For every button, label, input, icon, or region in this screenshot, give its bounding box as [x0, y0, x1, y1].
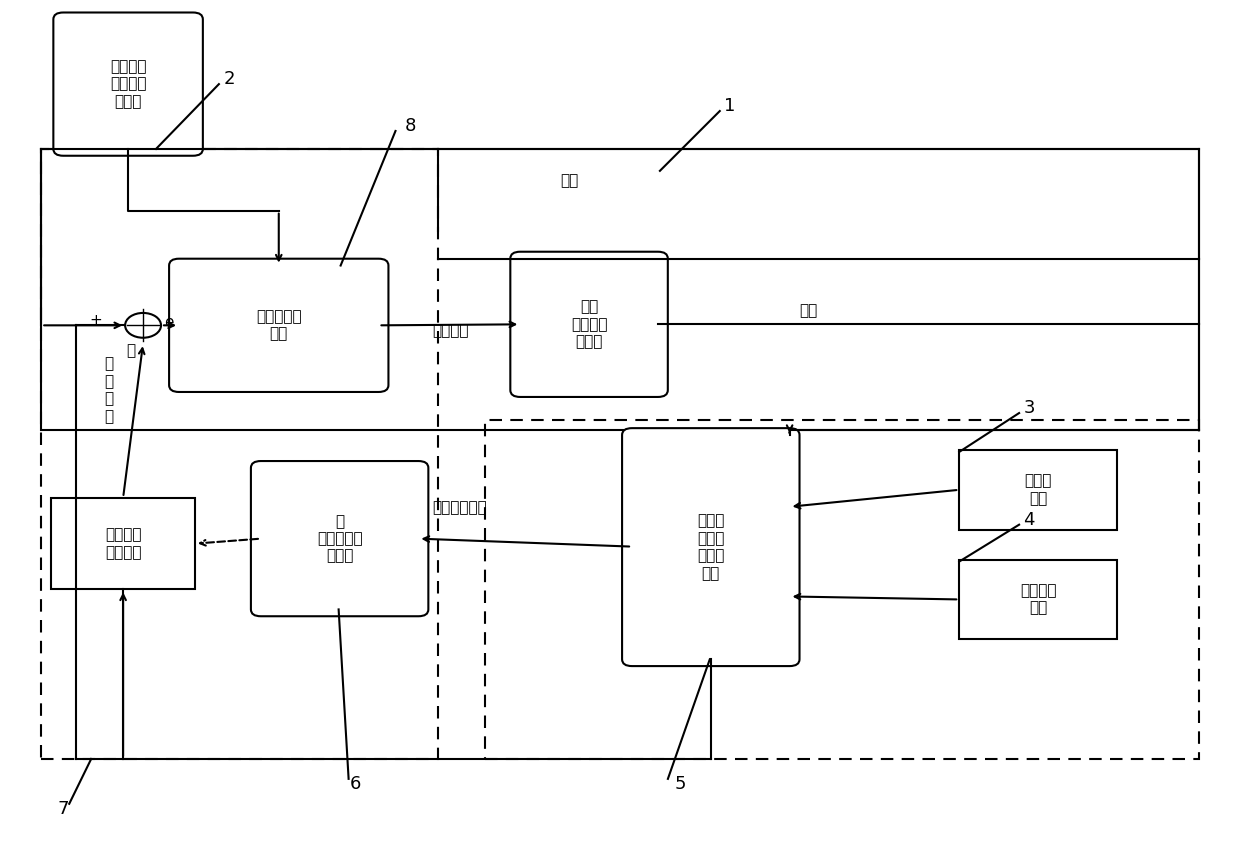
Bar: [41, 149, 439, 759]
Text: 轮速: 轮速: [560, 173, 578, 189]
Text: 参考轮速
计算单元: 参考轮速 计算单元: [105, 527, 141, 560]
Text: +: +: [89, 313, 103, 328]
Bar: [41, 149, 1199, 430]
Text: 7: 7: [57, 800, 69, 818]
Text: 车速传
感器: 车速传 感器: [1024, 474, 1052, 506]
Text: 5: 5: [675, 775, 686, 793]
Text: 驾驶员意
图力矩获
取单元: 驾驶员意 图力矩获 取单元: [110, 59, 146, 109]
Text: 3: 3: [1023, 399, 1035, 417]
FancyBboxPatch shape: [511, 252, 668, 397]
FancyBboxPatch shape: [53, 13, 203, 156]
Text: 最
优滑移率获
取单元: 最 优滑移率获 取单元: [316, 513, 362, 564]
FancyBboxPatch shape: [250, 461, 428, 616]
Text: 参
考
轮
速: 参 考 轮 速: [104, 357, 114, 423]
Text: 峰值附着系数: 峰值附着系数: [433, 500, 487, 515]
Text: －: －: [126, 343, 135, 357]
Text: 垂向力估
计器: 垂向力估 计器: [1019, 584, 1056, 615]
Text: 4: 4: [1023, 511, 1035, 529]
Text: 1: 1: [724, 97, 735, 115]
Bar: [485, 420, 1199, 759]
FancyBboxPatch shape: [169, 259, 388, 392]
Bar: [960, 450, 1117, 530]
Text: 2: 2: [223, 70, 234, 88]
Text: 电机
（电机控
制器）: 电机 （电机控 制器）: [570, 299, 608, 350]
Bar: [960, 560, 1117, 639]
Text: 控制力矩: 控制力矩: [433, 323, 469, 338]
Text: 轮速: 轮速: [800, 303, 818, 318]
Text: 路面峰
值附着
系数估
计器: 路面峰 值附着 系数估 计器: [697, 513, 724, 581]
Text: 驱动防滑控
制器: 驱动防滑控 制器: [255, 309, 301, 342]
Bar: [51, 498, 195, 590]
Text: 6: 6: [350, 775, 361, 793]
Text: 8: 8: [404, 117, 417, 135]
Text: e: e: [164, 315, 174, 330]
FancyBboxPatch shape: [622, 428, 800, 666]
